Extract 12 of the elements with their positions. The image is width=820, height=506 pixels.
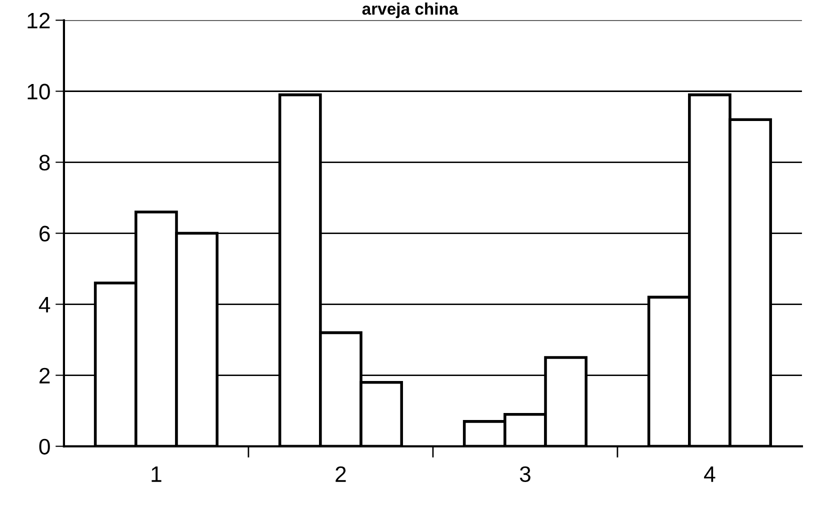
x-tick-label: 3 [520,466,530,482]
y-tick-label: 10 [28,84,50,100]
y-tick-label: 12 [28,12,50,28]
x-tick-label: 2 [336,466,346,482]
chart-title: arveja china [362,2,458,18]
y-tick-label: 8 [39,154,50,171]
x-tick-label: 4 [704,466,716,482]
y-tick-label: 6 [40,226,50,242]
y-tick-label: 2 [40,368,50,384]
y-tick-label: 0 [39,438,50,455]
x-tick-label: 1 [152,466,162,482]
y-tick-label: 4 [38,297,50,312]
